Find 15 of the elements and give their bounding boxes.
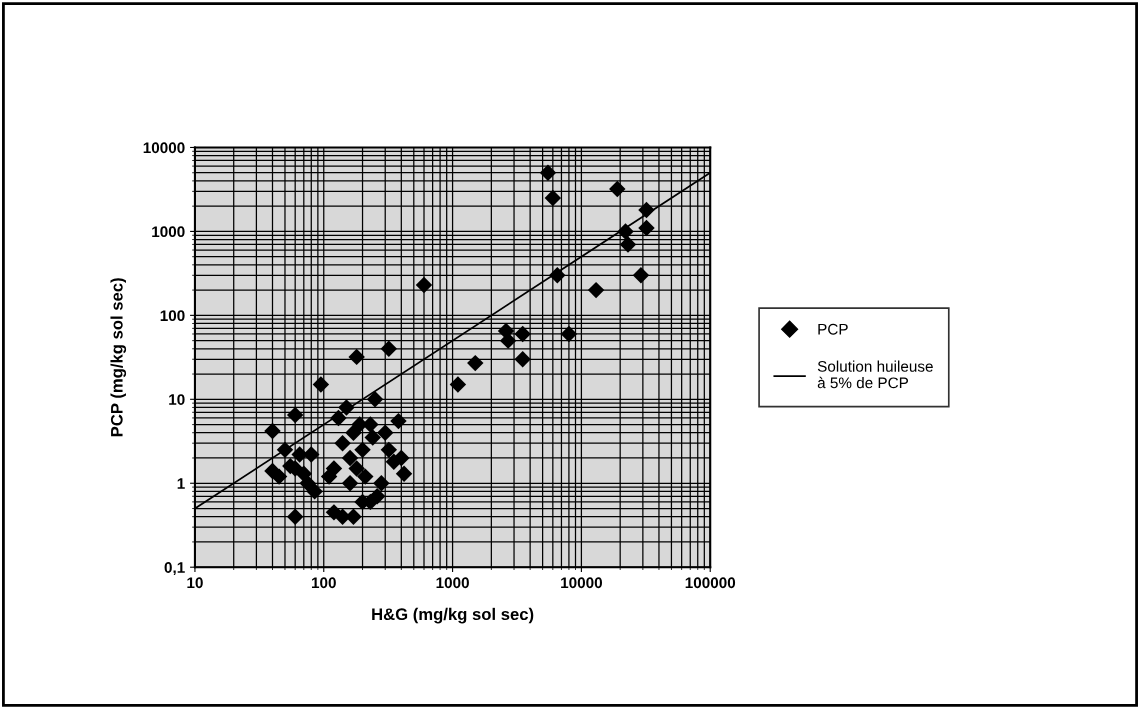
x-axis-title: H&G (mg/kg sol sec) — [372, 607, 534, 624]
x-tick-label: 10 — [187, 577, 203, 589]
x-tick-label: 10000 — [561, 577, 603, 589]
y-tick-label: 10 — [169, 394, 185, 405]
y-tick-label: 1000 — [152, 226, 185, 238]
x-tick-label: 1000 — [436, 577, 469, 589]
legend-label: PCP — [818, 323, 848, 335]
y-axis-title: PCP (mg/kg sol sec) — [110, 278, 127, 437]
y-tick-label: 1 — [177, 478, 185, 489]
x-tick-label: 100 — [311, 577, 336, 589]
y-tick-label: 10000 — [143, 142, 185, 154]
x-tick-label: 100000 — [685, 577, 736, 589]
y-tick-label: 100 — [160, 310, 185, 322]
y-tick-label: 0,1 — [164, 562, 185, 576]
legend-label: Solution huileuse à 5% de PCP — [817, 360, 933, 389]
